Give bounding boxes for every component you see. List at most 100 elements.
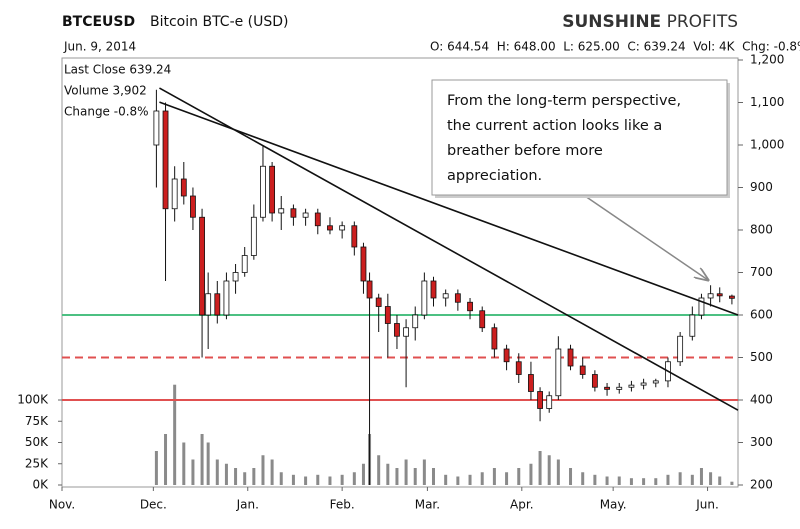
candle-body [467,301,473,312]
candle-body [260,165,266,218]
candle-body [351,225,358,248]
volume-bar [444,474,448,485]
candle-body [591,374,598,388]
brand-bold: SUNSHINE [562,12,661,32]
volume-bar [529,463,533,485]
volume-bar [547,455,551,485]
candle-body [454,293,461,303]
candle-body [503,348,510,363]
volume-bar [431,468,435,485]
candle-body [716,293,723,297]
annotation-line: breather before more [447,143,603,159]
candle-body [180,178,187,197]
brand-normal: PROFITS [667,12,738,32]
candle-body [205,293,212,316]
candle-body [421,280,428,316]
volume-bar [642,478,646,485]
volume-bar [569,468,573,485]
candle-body [403,327,409,337]
candle-body [384,306,391,324]
volume-bar [678,472,682,485]
volume-bar [730,481,734,485]
x-tick-label: Apr. [510,498,533,512]
volume-bar [581,472,585,485]
x-tick-label: Feb. [330,498,355,512]
candle-body [327,225,333,231]
candle-body [360,246,367,282]
x-tick-label: Nov. [49,498,75,512]
volume-bar [328,476,332,485]
volume-bar [413,468,417,485]
y-tick-label: 600 [750,308,773,322]
candle-body [241,255,248,273]
annotation-box [431,79,728,196]
candle-body [290,208,297,218]
volume-bar [182,442,186,485]
date: Jun. 9, 2014 [63,40,136,54]
volume-bar [699,468,703,485]
y-tick-label: 1,000 [750,138,784,152]
volume-bar [206,442,210,485]
info-line: Change -0.8% [64,105,149,119]
volume-bar [304,476,308,485]
volume-bar [173,384,177,485]
y2-tick-label: 75K [25,414,49,428]
quote: O: 644.54 H: 648.00 L: 625.00 C: 639.24 … [430,40,800,54]
trend-line [159,87,739,411]
trend-line [159,101,739,316]
candle-body [366,280,373,299]
volume-bar [270,459,274,485]
candle-body [616,386,623,390]
volume-bar [395,468,399,485]
candle-body [479,310,486,329]
y-tick-label: 900 [750,180,773,194]
volume-bar [538,451,542,485]
volume-bar [629,478,633,485]
volume-bar [666,474,670,485]
volume-bar [352,472,356,485]
marks [62,87,739,485]
volume-bar [517,468,521,485]
candle-body [546,395,553,409]
x-tick-label: May. [600,498,627,512]
volume-bar [709,472,713,485]
volume-bar [154,451,158,485]
y-tick-label: 1,100 [750,95,784,109]
candle-body [491,327,498,350]
annotation-line: the current action looks like a [447,118,662,134]
y2-tick-label: 50K [25,435,49,449]
y-tick-label: 400 [750,393,773,407]
annotation-arrow [584,195,708,280]
volume-bar [404,459,408,485]
candle-body [677,335,684,363]
brand: SUNSHINE PROFITS [562,12,738,32]
volume-bar [316,474,320,485]
volume-bar [224,463,228,485]
volume-bar [200,434,204,485]
volume-bar [340,474,344,485]
candle-body [278,208,285,214]
candle-body [153,110,160,146]
y-tick-label: 300 [750,435,773,449]
volume-bar [492,468,496,485]
symbol: BTCEUSD [62,14,135,30]
candle-body [190,195,196,218]
volume-bar [252,468,256,485]
candle-body [579,365,586,375]
candle-body [515,361,522,375]
candle-body [729,295,735,299]
x-tick-label: Dec. [140,498,167,512]
volume-bar [468,474,472,485]
volume-bar [215,459,219,485]
y-tick-label: 500 [750,350,773,364]
candle-body [314,212,321,227]
y2-tick-label: 100K [17,393,49,407]
candle-body [171,178,178,210]
candle-body [430,280,437,299]
volume-bar [480,472,484,485]
volume-bar [654,478,658,485]
volume-bar [261,455,265,485]
candle-body [604,386,610,390]
volume-bar [361,463,365,485]
